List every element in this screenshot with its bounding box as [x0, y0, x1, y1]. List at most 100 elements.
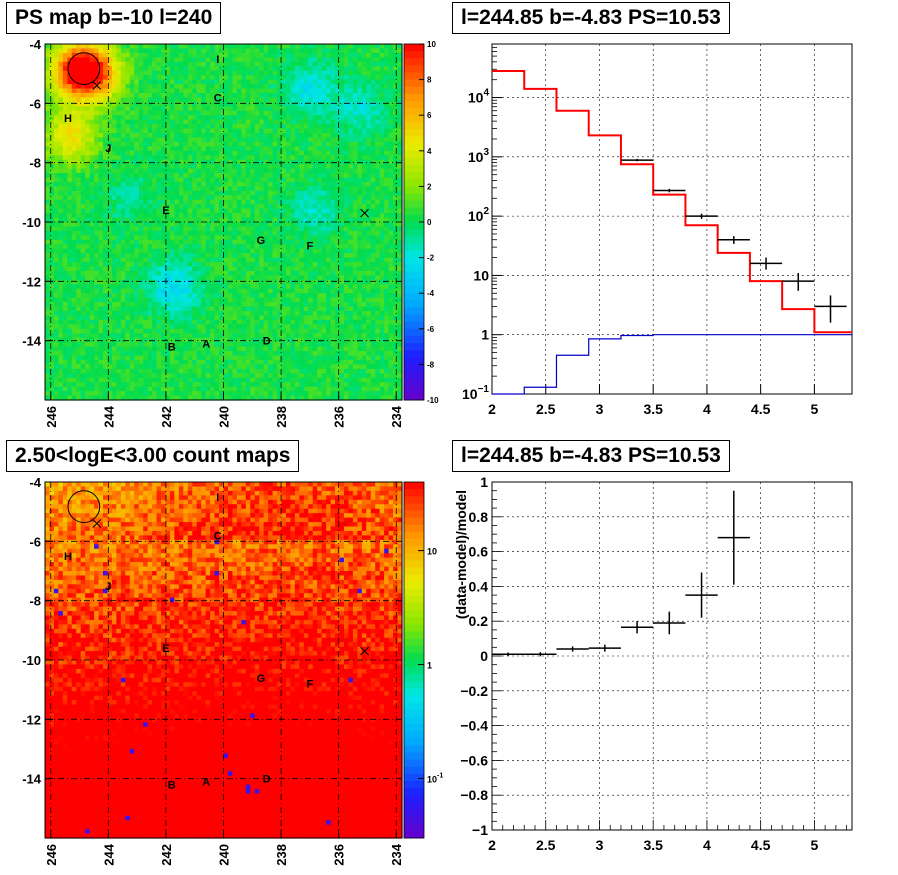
residual-point-7	[717, 490, 750, 585]
colorbar-label-1: 8	[427, 76, 432, 85]
residual-point-6	[685, 572, 718, 618]
map-area	[45, 482, 403, 839]
count-map-panel: 246 244 242 240 238 236 234 -4 -6 -8 -10 -12 -14 I C H J…	[22, 475, 443, 866]
source-label-d: D	[263, 774, 271, 786]
source-label-e: E	[162, 643, 169, 655]
source-model-line	[492, 334, 852, 395]
data-point-1	[653, 188, 686, 193]
x-tick-label-1: 2.5	[536, 401, 556, 417]
source-label-c: C	[214, 92, 222, 104]
spectrum-panel: 10−1 1 10 102 103 104 2 2.5 3 3.5 4 4.5 5	[462, 43, 853, 417]
y-tick-label-2: -8	[29, 156, 41, 171]
y-tick-label-1: -6	[29, 534, 41, 549]
x-tick-label-5: 4.5	[751, 401, 771, 417]
source-label-f: F	[307, 679, 314, 691]
y-axis-label: (data-model)/model	[453, 490, 469, 619]
data-point-5	[782, 272, 815, 291]
y-tick-label-1: 1	[481, 327, 489, 343]
y-tick-label-4: -12	[22, 274, 41, 289]
y-tick-label-5: -14	[22, 334, 42, 349]
x-tick-label-2: 3	[596, 401, 604, 417]
residual-panel: 1 0.8 0.6 0.4 0.2 0 −0.2 −0.4 −0.6 −0.8 −12 2.5 3 3.5…	[453, 474, 853, 853]
y-tick-label-5: 0	[480, 648, 488, 664]
residual-point-5	[653, 611, 686, 635]
x-tick-label-5: 4.5	[751, 837, 771, 853]
y-tick-label-0: 10−1	[462, 384, 489, 402]
source-label-a: A	[202, 777, 210, 789]
y-tick-label-3: -10	[22, 653, 41, 668]
colorbar-label-10: -10	[427, 396, 439, 405]
residual-point-2	[556, 646, 589, 652]
colorbar-label-9: -8	[427, 360, 435, 369]
cross-marker-1	[360, 646, 369, 656]
data-point-0	[620, 158, 654, 162]
x-tick-label-3: 3.5	[643, 837, 663, 853]
x-tick-label-4: 4	[703, 837, 711, 853]
y-tick-label-4: 0.2	[469, 613, 489, 629]
x-tick-label-6: 5	[810, 837, 818, 853]
x-tick-label-3: 240	[217, 406, 232, 428]
source-label-b: B	[168, 342, 176, 354]
x-tick-label-4: 238	[274, 406, 289, 428]
cross-marker-0	[92, 81, 102, 90]
data-point-6	[814, 295, 847, 323]
y-tick-label-1: 0.8	[469, 509, 489, 525]
source-label-f: F	[307, 241, 314, 253]
ps-circle-marker	[67, 52, 101, 85]
source-label-i: I	[216, 492, 219, 504]
x-tick-label-3: 3.5	[643, 401, 663, 417]
colorbar-label-0: 10	[427, 547, 437, 557]
y-tick-label-3: 0.4	[469, 578, 489, 594]
source-label-j: J	[105, 143, 111, 155]
source-label-a: A	[202, 339, 210, 351]
x-tick-label-2: 242	[159, 406, 174, 428]
data-point-2	[685, 213, 718, 219]
map-area	[45, 44, 403, 401]
y-tick-label-7: −0.4	[460, 718, 488, 734]
colorbar-label-1: 1	[427, 661, 432, 671]
ps-map-title: PS map b=-10 l=240	[6, 2, 222, 34]
residual-point-4	[620, 621, 654, 634]
x-tick-label-6: 5	[810, 401, 818, 417]
colorbar	[404, 44, 424, 401]
colorbar-label-2: 10-1	[427, 772, 443, 784]
source-label-e: E	[162, 205, 169, 217]
source-label-c: C	[214, 530, 222, 542]
colorbar	[404, 482, 424, 839]
x-tick-label-0: 246	[44, 406, 59, 428]
x-tick-label-1: 244	[101, 405, 116, 427]
source-label-g: G	[257, 673, 266, 685]
residual-point-3	[588, 644, 621, 652]
y-tick-label-3: -10	[22, 215, 41, 230]
colorbar-label-7: -4	[427, 289, 435, 298]
x-tick-label-1: 244	[101, 843, 116, 865]
x-tick-label-0: 2	[488, 401, 496, 417]
source-label-j: J	[105, 581, 111, 593]
count-map-title: 2.50<logE<3.00 count maps	[6, 440, 300, 472]
ps-circle-marker	[67, 490, 101, 523]
y-tick-label-4: 103	[468, 147, 490, 165]
residual-title: l=244.85 b=-4.83 PS=10.53	[452, 440, 730, 472]
cross-marker-1	[360, 208, 369, 218]
colorbar-label-3: 4	[427, 147, 432, 156]
source-label-i: I	[216, 54, 219, 66]
y-tick-label-2: -8	[29, 594, 41, 609]
y-tick-label-0: -4	[29, 475, 41, 490]
x-tick-label-4: 238	[274, 844, 289, 866]
x-tick-label-1: 2.5	[536, 837, 556, 853]
colorbar-label-4: 2	[427, 182, 432, 191]
y-tick-label-0: 1	[480, 474, 488, 490]
cross-marker-0	[92, 519, 102, 528]
y-tick-label-5: -14	[22, 772, 42, 787]
colorbar-label-0: 10	[427, 40, 436, 49]
x-tick-label-6: 234	[389, 405, 404, 427]
x-tick-label-0: 246	[44, 844, 59, 866]
source-label-d: D	[263, 336, 271, 348]
x-tick-label-0: 2	[488, 837, 496, 853]
total-model-line	[492, 70, 852, 334]
residual-point-1	[524, 652, 557, 657]
colorbar-label-6: -2	[427, 254, 435, 263]
colorbar-label-5: 0	[427, 218, 432, 227]
spectrum-title: l=244.85 b=-4.83 PS=10.53	[452, 2, 730, 34]
source-label-g: G	[257, 235, 266, 247]
